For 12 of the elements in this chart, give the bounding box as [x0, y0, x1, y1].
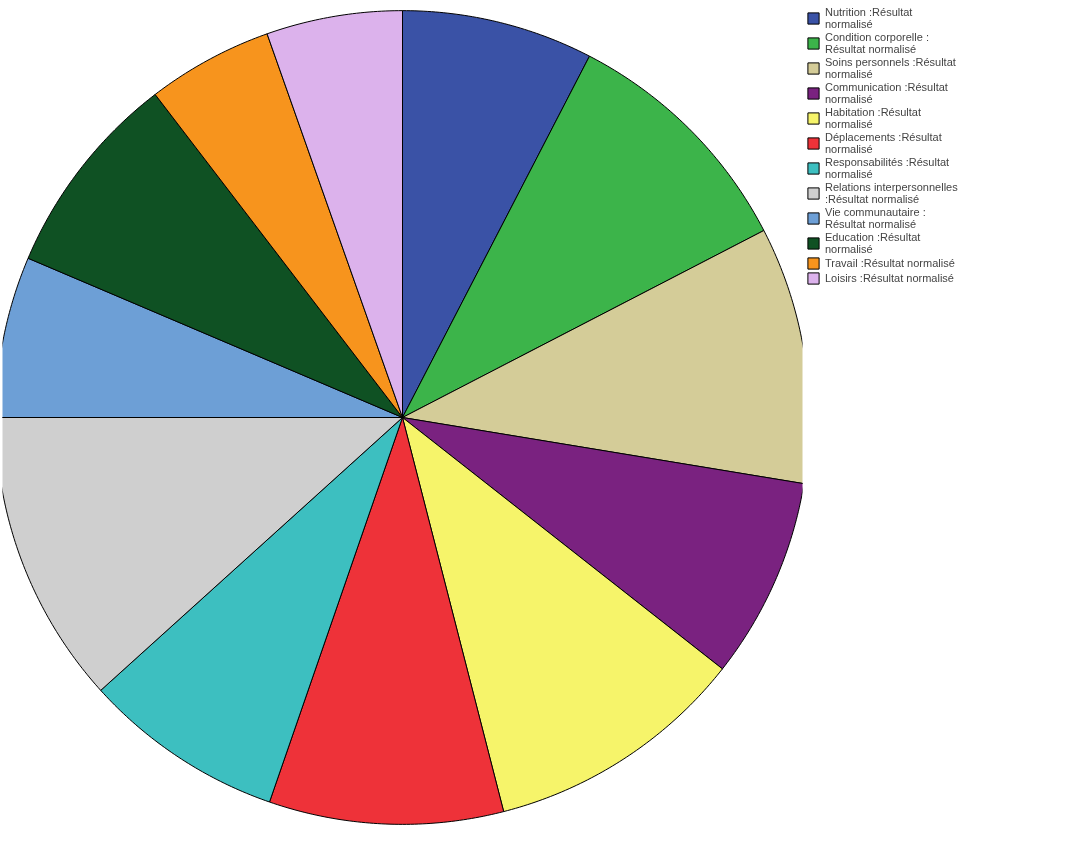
legend-label: Travail :Résultat normalisé: [825, 257, 955, 269]
legend-label: Condition corporelle : Résultat normalisé: [825, 31, 929, 55]
legend-label: Loisirs :Résultat normalisé: [825, 272, 954, 284]
legend-label: Habitation :Résultat normalisé: [825, 106, 921, 130]
legend-label: Responsabilités :Résultat normalisé: [825, 156, 950, 180]
legend-label: Soins personnels :Résultat normalisé: [825, 56, 956, 80]
legend-label: Déplacements :Résultat normalisé: [825, 131, 942, 155]
legend-label: Relations interpersonnelles :Résultat normalisé: [825, 181, 958, 205]
legend-label: Communication :Résultat normalisé: [825, 81, 948, 105]
legend-label: Nutrition :Résultat normalisé: [825, 6, 913, 30]
legend-label: Vie communautaire : Résultat normalisé: [825, 206, 926, 230]
legend-label: Education :Résultat normalisé: [825, 231, 921, 255]
